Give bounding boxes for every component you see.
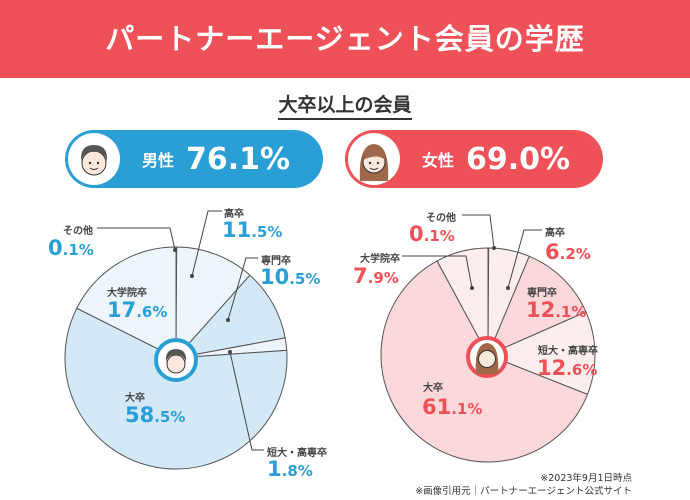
leader-lines — [97, 210, 542, 451]
pie-slice — [487, 255, 587, 356]
subtitle: 大卒以上の会員 — [278, 94, 412, 120]
male-pie — [64, 246, 288, 470]
male-label-other: その他 — [63, 226, 93, 237]
male-value-other: 0.1% — [48, 236, 94, 260]
female-label-other: その他 — [426, 213, 456, 224]
male-center-avatar-icon — [154, 338, 198, 382]
page-title: パートナーエージェント会員の学歴 — [0, 0, 690, 78]
male-value: 76.1% — [186, 141, 291, 177]
male-value-highschool: 11.5% — [222, 218, 283, 242]
pie-slice — [486, 311, 596, 396]
female-label-highschool: 高卒 — [545, 228, 565, 239]
male-label-highschool: 高卒 — [224, 209, 244, 220]
male-value-junior-college: 1.8% — [267, 457, 313, 481]
female-value-university: 61.1% — [422, 395, 483, 419]
female-value-vocational: 12.1% — [526, 298, 587, 322]
leader-dots — [173, 246, 510, 354]
female-avatar-icon — [348, 133, 400, 185]
male-label: 男性 — [142, 151, 175, 170]
female-label-graduate: 大学院卒 — [360, 254, 400, 265]
male-value-graduate: 17.6% — [107, 298, 168, 322]
pie-slice — [175, 246, 251, 360]
male-value-university: 58.5% — [125, 403, 186, 427]
date-note: ※2023年9月1日時点 — [540, 473, 632, 484]
female-label: 女性 — [422, 151, 455, 170]
pie-slice — [64, 307, 288, 470]
female-value: 69.0% — [466, 141, 571, 177]
pie-slice — [174, 274, 286, 359]
female-center-avatar-icon — [466, 336, 508, 378]
male-summary-pill: 男性 76.1% — [65, 130, 323, 188]
female-value-graduate: 7.9% — [353, 264, 399, 288]
source-note: ※画像引用元｜パートナーエージェント公式サイト — [415, 486, 632, 497]
female-value-other: 0.1% — [409, 222, 455, 246]
female-summary-pill: 女性 69.0% — [345, 130, 603, 188]
male-label-graduate: 大学院卒 — [107, 288, 147, 299]
male-label-junior-college: 短大・高専卒 — [267, 448, 327, 459]
female-value-junior-college: 12.6% — [537, 356, 598, 380]
male-avatar-icon — [68, 133, 120, 185]
female-label-junior-college: 短大・高専卒 — [538, 346, 598, 357]
pie-slice — [436, 247, 489, 356]
pie-slice — [76, 246, 177, 359]
female-value-highschool: 6.2% — [545, 240, 591, 264]
female-label-university: 大卒 — [423, 383, 443, 394]
male-value-vocational: 10.5% — [260, 265, 321, 289]
male-label-university: 大卒 — [125, 393, 145, 404]
female-label-vocational: 専門卒 — [527, 288, 557, 299]
male-label-vocational: 専門卒 — [261, 256, 291, 267]
